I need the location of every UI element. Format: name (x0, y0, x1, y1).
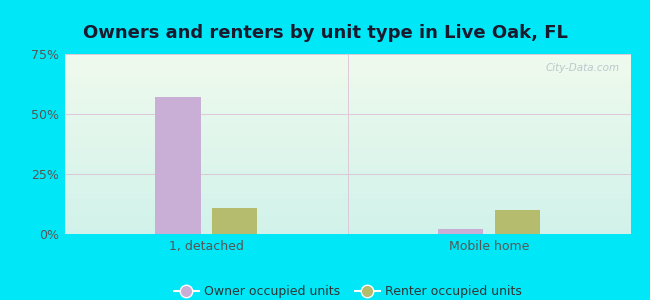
Legend: Owner occupied units, Renter occupied units: Owner occupied units, Renter occupied un… (169, 280, 526, 300)
Bar (438, 229, 484, 234)
Bar (212, 208, 257, 234)
Bar (495, 210, 540, 234)
Text: City-Data.com: City-Data.com (545, 63, 619, 73)
Text: Owners and renters by unit type in Live Oak, FL: Owners and renters by unit type in Live … (83, 24, 567, 42)
Bar (155, 97, 201, 234)
